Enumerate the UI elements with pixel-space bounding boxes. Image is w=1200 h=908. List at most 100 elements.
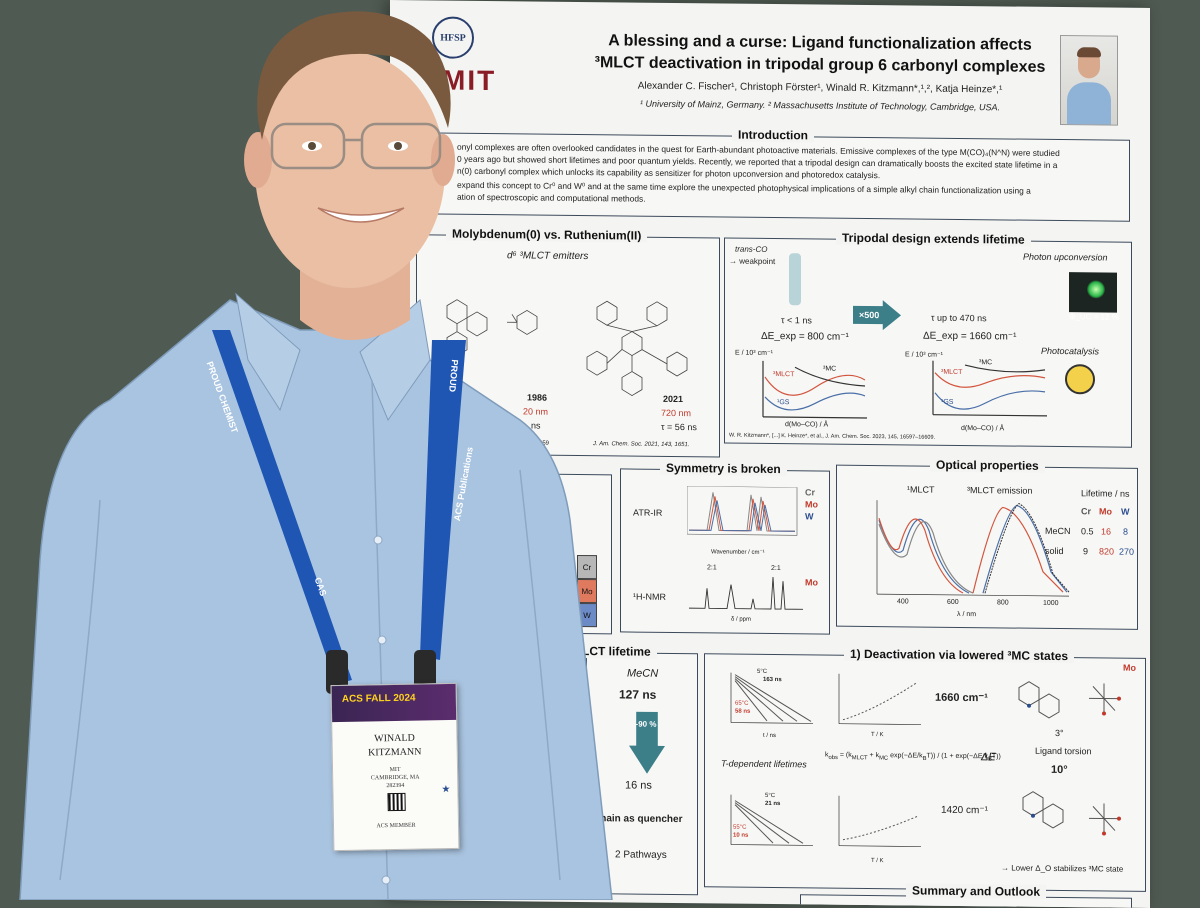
poster-title-line2: ³MLCT deactivation in tripodal group 6 c… xyxy=(540,54,1100,78)
badge-banner: ACS FALL 2024 xyxy=(332,684,457,722)
upconversion-label: Photon upconversion xyxy=(1023,252,1108,263)
poster-authors: Alexander C. Fischer¹, Christoph Förster… xyxy=(540,80,1100,97)
arrhenius-plot-bottom xyxy=(835,794,925,855)
pathways-label: 2 Pathways xyxy=(615,849,667,861)
axis-e-left: E / 10³ cm⁻¹ xyxy=(735,349,773,357)
decay1-top: 5°C xyxy=(757,669,767,675)
badge-org: MIT xyxy=(333,766,457,774)
year-2021: 2021 xyxy=(663,394,683,404)
row-mecn-w: 8 xyxy=(1123,527,1128,537)
tripodal-heading: Tripodal design extends lifetime xyxy=(836,231,1031,247)
nmr-metal: Mo xyxy=(805,577,818,587)
nmr-spectrum-plot xyxy=(687,568,807,613)
gs-right: ¹GS xyxy=(941,399,953,406)
deactivation-panel: Mo 5°C 163 ns 65°C 58 ns t / ns T / K 16… xyxy=(704,653,1146,892)
phi-uc-label: Φ_UC = 12 % xyxy=(1069,312,1119,322)
atr-ir-label: ATR-IR xyxy=(633,508,662,518)
gs-left: ¹GS xyxy=(777,399,789,406)
row-solid-w: 270 xyxy=(1119,547,1134,557)
decay2-bot-val: 10 ns xyxy=(733,833,748,839)
table-metal-cr: Cr xyxy=(1081,506,1091,516)
mc-left: ³MC xyxy=(823,366,836,373)
arrhenius2-xlabel: T / K xyxy=(871,858,884,864)
optical-panel: ¹MLCT ³MLCT emission λ / nm 400 600 800 … xyxy=(836,465,1138,630)
trans-co-highlight xyxy=(789,253,801,305)
nmr-ratio-left: 2:1 xyxy=(707,564,717,571)
optical-xtick-600: 600 xyxy=(947,599,959,606)
row-mecn-cr: 0.5 xyxy=(1081,526,1094,536)
molecule-structures xyxy=(999,667,1139,848)
arrhenius-plot-top xyxy=(835,672,925,733)
badge-first-name: WINALD xyxy=(332,732,456,745)
lifetime-before: 127 ns xyxy=(619,687,656,701)
axis-d-left: d(Mo–CO) / Å xyxy=(785,421,828,428)
legend-cr: Cr xyxy=(805,487,815,497)
badge-city: CAMBRIDGE, MA xyxy=(333,774,457,782)
de1-label: 1660 cm⁻¹ xyxy=(935,691,988,705)
conclusion-label: → Lower Δ_O stabilizes ³MC state xyxy=(1001,863,1123,873)
tripodal-ref: W. R. Kitzmann*, [...] K. Heinze*, et al… xyxy=(729,433,935,441)
axis-e-right: E / 10³ cm⁻¹ xyxy=(905,350,943,358)
symmetry-heading: Symmetry is broken xyxy=(660,461,787,476)
em-label: ³MLCT emission xyxy=(967,485,1032,496)
nmr-xlabel: δ / ppm xyxy=(731,617,751,623)
introduction-heading: Introduction xyxy=(732,128,814,143)
table-metal-w: W xyxy=(1121,507,1130,517)
summary-heading: Summary and Outlook xyxy=(906,883,1046,898)
weakpoint-label: → weakpoint xyxy=(729,257,775,266)
badge-event: ACS FALL 2024 xyxy=(342,693,416,705)
person-illustration xyxy=(0,0,620,900)
mc-right: ³MC xyxy=(979,359,992,366)
axis-d-right: d(Mo–CO) / Å xyxy=(961,425,1004,432)
ir-xlabel: Wavenumber / cm⁻¹ xyxy=(711,548,765,556)
row-solid-cr: 9 xyxy=(1083,546,1088,556)
symmetry-panel: ATR-IR ¹H-NMR Wavenumber / cm⁻¹ Cr Mo W … xyxy=(620,468,830,634)
optical-xlabel: λ / nm xyxy=(957,611,976,618)
decay2-top: 5°C xyxy=(765,793,775,799)
row-mecn-mo: 16 xyxy=(1101,526,1111,536)
deactivation-heading: 1) Deactivation via lowered ³MC states xyxy=(844,647,1074,663)
legend-mo: Mo xyxy=(805,499,818,509)
arrhenius1-xlabel: T / K xyxy=(871,732,884,738)
upconversion-photo xyxy=(1069,272,1117,313)
decay-plot-bottom xyxy=(727,791,817,852)
de-symbol: ΔE xyxy=(981,751,996,763)
energy-diagrams xyxy=(755,357,1055,430)
badge-membership: ACS MEMBER xyxy=(334,822,458,830)
row-solid-label: solid xyxy=(1045,546,1064,556)
badge-id: 282394 xyxy=(333,782,457,790)
absorption-emission-plot xyxy=(873,500,1073,602)
nmr-label: ¹H-NMR xyxy=(633,592,666,602)
optical-xtick-1000: 1000 xyxy=(1043,600,1059,607)
emission-2021: 720 nm xyxy=(661,408,691,418)
ir-spectrum-plot xyxy=(687,486,807,543)
decay1-top-val: 163 ns xyxy=(763,677,782,683)
poster-title-line1: A blessing and a curse: Ligand functiona… xyxy=(540,32,1100,56)
lifetime-change: -90 % xyxy=(631,720,661,729)
row-mecn-label: MeCN xyxy=(1045,526,1071,536)
decay2-bot: 55°C xyxy=(733,825,746,831)
decay1-bot-val: 58 ns xyxy=(735,709,750,715)
legend-w: W xyxy=(805,511,814,521)
kobs-formula: kobs = (kMLCT + kMC exp(−ΔE/kBT)) / (1 +… xyxy=(825,752,1001,763)
de2-label: 1420 cm⁻¹ xyxy=(941,805,988,816)
tau-short: τ < 1 ns xyxy=(781,315,812,325)
photocatalysis-label: Photocatalysis xyxy=(1041,346,1099,357)
lightbulb-icon xyxy=(1065,364,1095,394)
star-icon: ★ xyxy=(441,784,450,795)
abs-label: ¹MLCT xyxy=(907,484,935,494)
optical-xtick-400: 400 xyxy=(897,598,909,605)
trans-co-label: trans-CO xyxy=(735,245,767,254)
lifetime-solvent: MeCN xyxy=(627,667,658,679)
factor-label: ×500 xyxy=(859,310,879,320)
tau-long: τ up to 470 ns xyxy=(931,313,987,324)
optical-xtick-800: 800 xyxy=(997,599,1009,606)
optical-heading: Optical properties xyxy=(930,458,1045,473)
row-solid-mo: 820 xyxy=(1099,546,1114,556)
mlct-right: ³MLCT xyxy=(941,369,962,376)
decay1-bot: 65°C xyxy=(735,701,748,707)
decay2-top-val: 21 ns xyxy=(765,801,780,807)
mlct-left: ³MLCT xyxy=(773,371,794,378)
decay1-xlabel: t / ns xyxy=(763,733,776,739)
